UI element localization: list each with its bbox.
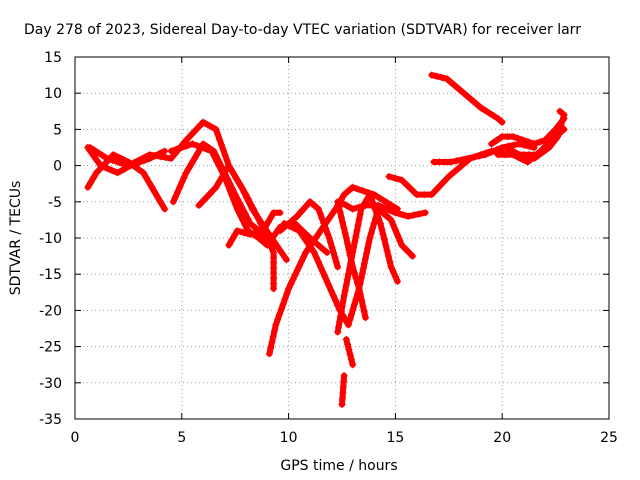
series-sat-s xyxy=(488,115,568,148)
series-sat-h xyxy=(265,183,401,358)
axis-ticks xyxy=(74,56,610,420)
y-tick-labels: 15 10 5 0 -5 -10 -15 -20 -25 -30 -35 xyxy=(39,50,62,428)
series-markers xyxy=(342,335,357,369)
series-layer xyxy=(84,71,568,408)
series-sat-d xyxy=(169,140,271,242)
series-markers xyxy=(225,209,284,249)
series-markers xyxy=(336,198,429,220)
y-tick-label: -30 xyxy=(39,376,62,392)
x-tick-label: 5 xyxy=(177,430,186,446)
x-tick-label: 20 xyxy=(493,430,511,446)
x-tick-labels: 0 5 10 15 20 25 xyxy=(71,430,618,446)
series-sat-l xyxy=(338,372,348,408)
series-sat-o xyxy=(336,198,429,220)
grid xyxy=(75,57,609,419)
x-tick-label: 25 xyxy=(600,430,618,446)
chart-title: Day 278 of 2023, Sidereal Day-to-day VTE… xyxy=(24,22,581,38)
series-sat-m xyxy=(342,335,357,369)
y-tick-label: -25 xyxy=(39,340,62,356)
y-tick-label: 15 xyxy=(44,50,62,66)
x-tick-label: 0 xyxy=(71,430,80,446)
series-sat-q xyxy=(428,71,506,126)
y-tick-label: -15 xyxy=(39,267,62,283)
y-tick-label: -5 xyxy=(48,195,62,211)
x-tick-label: 10 xyxy=(280,430,298,446)
y-axis-title: SDTVAR / TECUs xyxy=(8,181,24,296)
series-sat-g xyxy=(225,209,284,249)
y-tick-label: -20 xyxy=(39,303,62,319)
x-tick-label: 15 xyxy=(386,430,404,446)
y-tick-label: 10 xyxy=(44,86,62,102)
series-markers xyxy=(430,140,538,166)
series-trail xyxy=(428,72,506,126)
series-markers xyxy=(276,198,342,271)
series-markers xyxy=(265,183,401,358)
series-markers xyxy=(494,125,568,166)
series-sat-u xyxy=(494,125,568,166)
series-markers xyxy=(428,71,506,126)
series-markers xyxy=(488,115,568,148)
series-sat-a xyxy=(84,151,169,213)
y-tick-label: -10 xyxy=(39,231,62,247)
y-tick-label: -35 xyxy=(39,412,62,428)
series-markers xyxy=(338,372,348,408)
y-tick-label: 5 xyxy=(53,122,62,138)
x-axis-title: GPS time / hours xyxy=(280,458,397,474)
series-markers xyxy=(195,162,290,264)
series-sat-r xyxy=(430,140,538,166)
series-sat-j xyxy=(276,198,342,271)
y-tick-label: 0 xyxy=(53,159,62,175)
